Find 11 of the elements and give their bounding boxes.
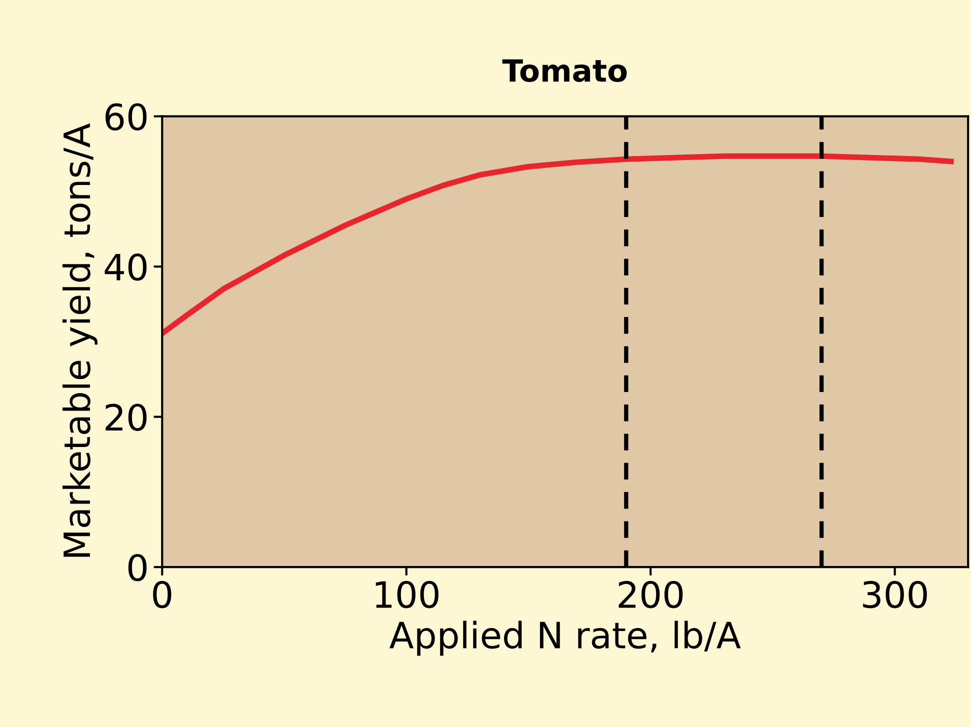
y-axis-title: Marketable yield, tons/A [62,123,98,557]
x-tick-label: 0 [153,580,172,608]
y-tick-label: 60 [106,103,147,131]
x-tick-label: 100 [376,580,438,608]
x-tick-label: 200 [618,580,683,608]
x-axis-title: Applied N rate, lb/A [389,620,741,656]
y-tick-label: 0 [128,554,147,582]
chart-title: Tomato [502,59,627,82]
y-tick-label: 40 [104,253,147,281]
y-tick-label: 20 [106,404,147,432]
x-tick-label: 300 [863,580,927,608]
